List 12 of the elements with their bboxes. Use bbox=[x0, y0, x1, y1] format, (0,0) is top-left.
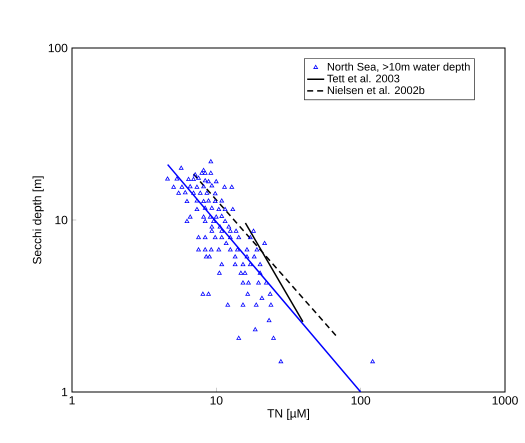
x-tick-label: 10 bbox=[210, 396, 223, 405]
y-tick-label: 1 bbox=[62, 388, 68, 396]
x-tick-label: 100 bbox=[352, 396, 370, 405]
x-axis-title: TN [µM] bbox=[267, 408, 310, 420]
x-tick-label: 1 bbox=[70, 396, 75, 404]
legend-label: Tett et al. 2003 bbox=[327, 74, 400, 82]
x-tick-label: 1000 bbox=[492, 396, 518, 405]
legend-label: North Sea, >10m water depth bbox=[328, 62, 470, 73]
legend-label: Nielsen et al. 2002b bbox=[328, 86, 424, 94]
y-tick-label: 10 bbox=[55, 216, 68, 224]
y-tick-label: 100 bbox=[48, 44, 68, 52]
y-axis-title: Secchi depth [m] bbox=[32, 176, 44, 264]
